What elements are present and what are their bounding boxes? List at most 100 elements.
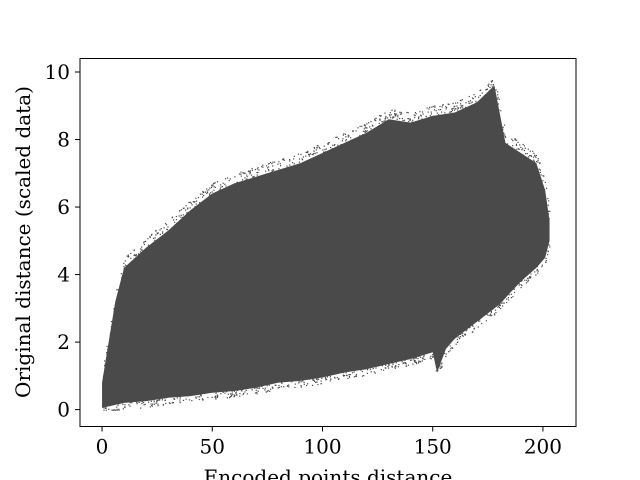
scatter-point [266,167,269,169]
scatter-point [287,384,289,387]
scatter-point [453,109,456,111]
scatter-point [342,134,344,136]
scatter-point [189,201,191,203]
scatter-point [363,131,366,133]
scatter-point [529,276,531,278]
scatter-point [503,124,506,126]
scatter-point [501,299,503,302]
scatter-point [439,364,441,366]
scatter-point [400,121,402,123]
scatter-point [203,191,205,193]
scatter-point [413,114,415,116]
scatter-point [103,373,105,375]
scatter-point [363,138,365,140]
scatter-point [240,171,242,173]
scatter-point [302,159,304,161]
scatter-point [547,250,549,252]
scatter-point [211,184,213,186]
scatter-point [395,365,397,367]
scatter-point [337,148,339,150]
scatter-point [491,80,493,82]
scatter-point [375,117,377,119]
scatter-point [460,333,462,335]
scatter-point [137,253,140,255]
scatter-point [169,229,172,231]
scatter-point [357,127,359,129]
point-cloud [102,85,550,408]
scatter-point [525,274,528,276]
scatter-point [129,405,131,407]
scatter-point [427,121,429,123]
scatter-point [433,354,435,356]
scatter-point [487,96,489,98]
scatter-point [466,329,468,331]
scatter-point [180,220,182,222]
scatter-point [415,361,417,363]
scatter-point [507,299,510,301]
scatter-point [215,397,217,399]
scatter-point [432,356,434,358]
scatter-point [520,146,522,148]
scatter-point [434,362,437,364]
scatter-point [358,368,360,370]
scatter-point [200,205,202,207]
scatter-point [176,222,178,225]
scatter-point [343,375,346,377]
scatter-point [160,238,162,240]
scatter-point [413,358,415,360]
scatter-point [498,307,501,309]
scatter-point [182,399,185,401]
scatter-point [245,178,247,180]
scatter-point [173,219,175,221]
scatter-point [226,389,228,391]
scatter-point [499,303,501,305]
scatter-point [329,154,331,156]
scatter-point [505,136,507,138]
scatter-point [432,105,434,107]
scatter-point [297,153,299,155]
scatter-point [418,117,420,119]
scatter-point [266,165,268,167]
scatter-point [451,116,453,118]
scatter-point [286,166,288,169]
scatter-point [395,362,397,364]
scatter-point [443,118,445,120]
scatter-point [229,393,232,395]
scatter-point [525,153,527,155]
scatter-point [421,118,423,120]
scatter-point [444,112,446,114]
scatter-point [536,268,538,271]
scatter-point [221,186,223,188]
scatter-point [162,236,164,238]
scatter-point [118,409,120,411]
scatter-point [122,408,124,410]
scatter-point [473,94,475,96]
scatter-point [374,372,376,374]
scatter-point [409,119,411,121]
scatter-point [491,88,493,91]
scatter-point [303,383,305,385]
scatter-point [193,201,195,203]
scatter-point [265,170,267,172]
scatter-point [419,120,421,122]
scatter-point [533,160,536,162]
scatter-point [493,313,496,315]
scatter-point [347,136,349,138]
scatter-point [137,256,139,258]
scatter-point [104,360,106,362]
scatter-point [265,383,267,385]
scatter-point [315,149,317,151]
scatter-point [375,131,377,133]
scatter-point [498,109,500,111]
scatter-point [165,232,168,234]
scatter-point [243,172,245,174]
scatter-point [431,354,434,356]
scatter-point [300,153,302,155]
scatter-point [237,389,239,391]
scatter-point [276,380,278,382]
scatter-point [408,120,410,123]
scatter-point [116,408,118,410]
scatter-point [187,395,189,397]
scatter-point [289,160,291,162]
scatter-point [244,177,246,179]
